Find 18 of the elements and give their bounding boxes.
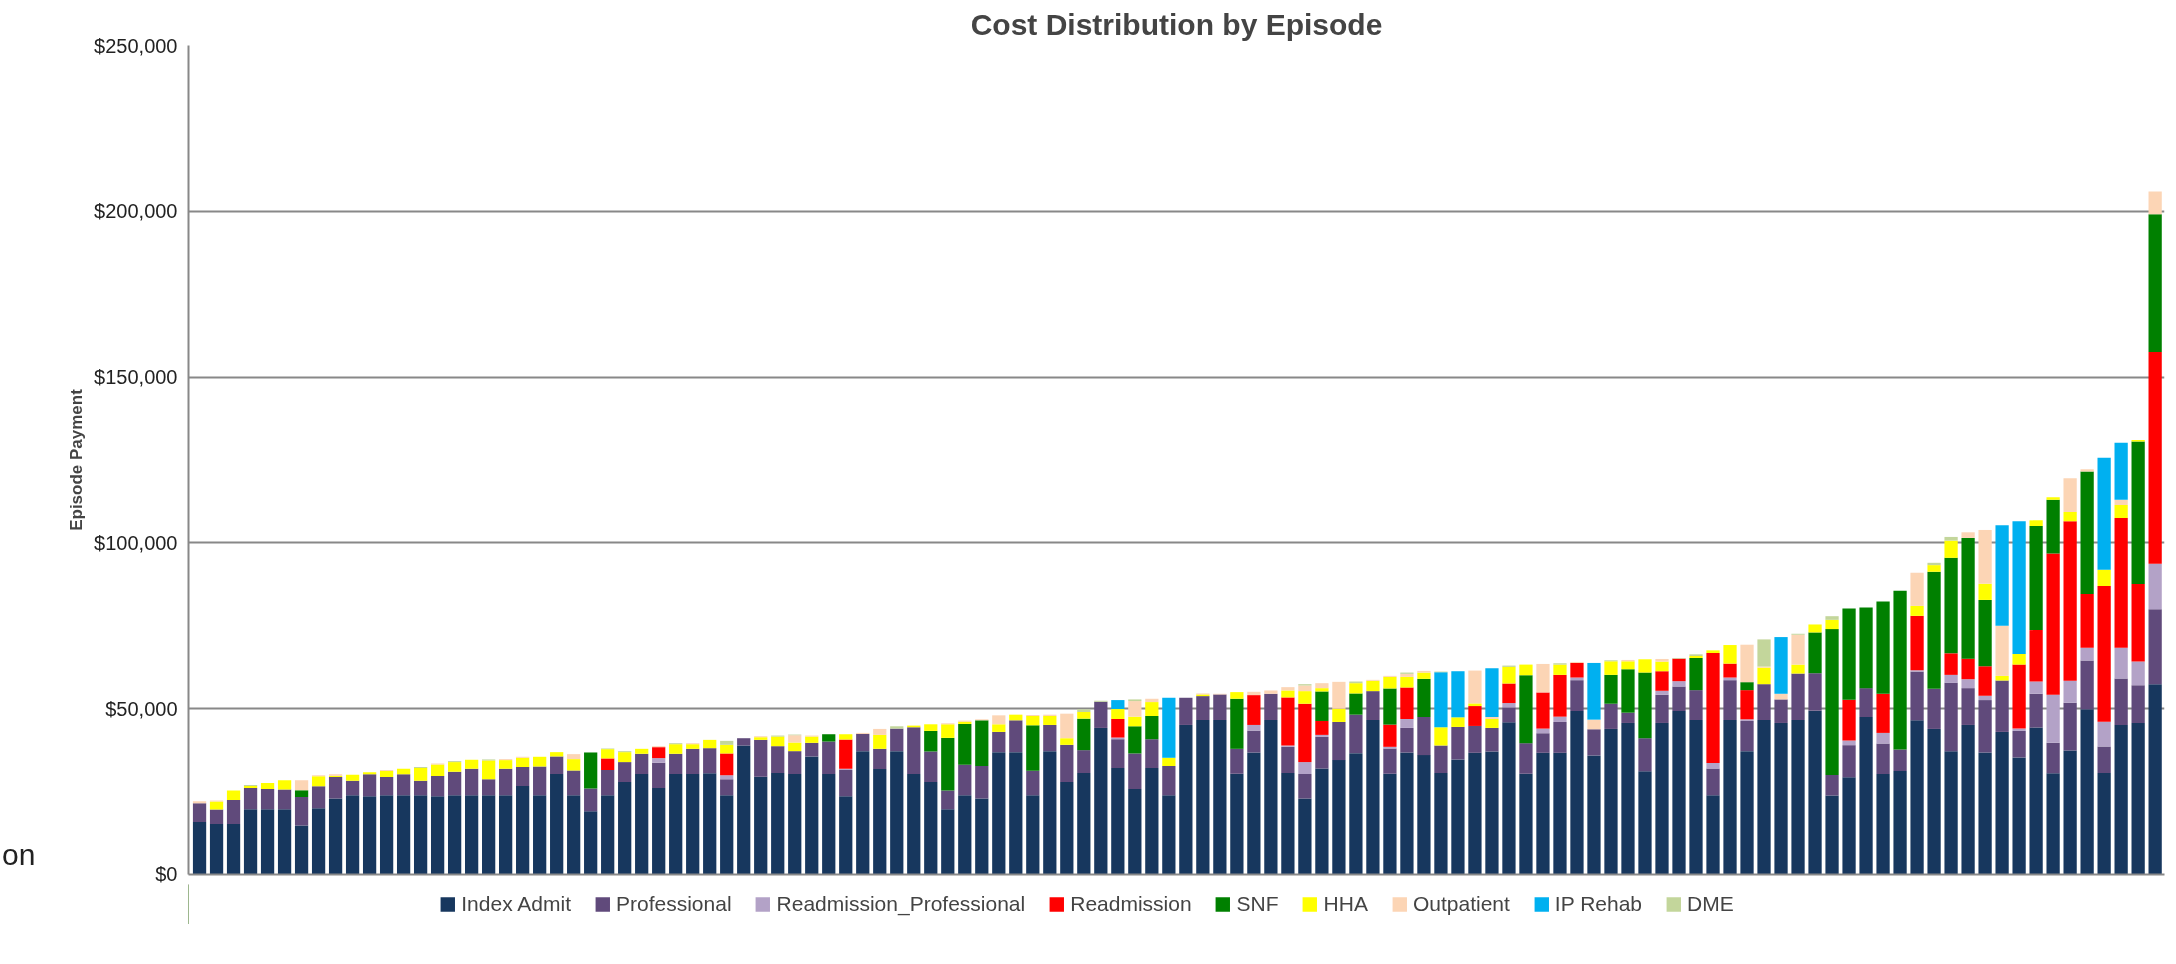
y-tick-label: $0: [155, 862, 178, 885]
legend-label: Outpatient: [1412, 892, 1510, 916]
y-tick-label: $150,000: [94, 366, 178, 389]
text: on: [2, 837, 36, 873]
legend-label: Index Admit: [461, 892, 572, 916]
legend-label: Professional: [616, 892, 732, 916]
legend-label: HHA: [1323, 892, 1368, 916]
y-axis-title: Episode Payment: [67, 388, 87, 531]
legend-label: Readmission_Professional: [776, 892, 1026, 916]
y-tick-label: $200,000: [94, 200, 178, 223]
legend-label: Readmission: [1070, 892, 1192, 916]
legend-label: IP Rehab: [1554, 892, 1643, 916]
y-tick-label: $100,000: [94, 531, 178, 554]
y-tick-label: $250,000: [94, 34, 178, 57]
legend-label: SNF: [1236, 892, 1279, 916]
legend-label: DME: [1687, 892, 1734, 916]
chart-title: Cost Distribution by Episode: [970, 7, 1383, 41]
y-tick-label: $50,000: [105, 697, 178, 720]
